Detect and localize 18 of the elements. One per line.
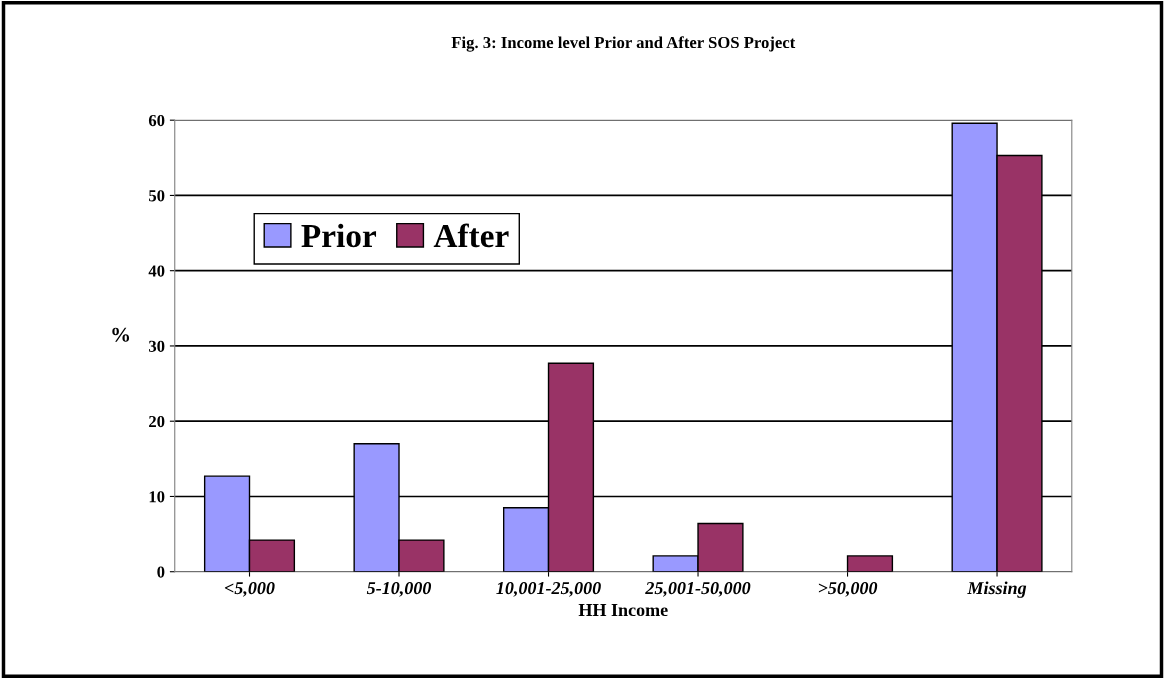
y-tick-label: 10	[149, 491, 165, 503]
y-tick-label: 30	[148, 340, 165, 352]
x-tick-label: <5,000	[224, 581, 275, 597]
chart-title: Fig. 3: Income level Prior and After SOS Project	[451, 36, 796, 52]
x-tick-label: 10,001-25,000	[496, 581, 601, 597]
x-tick-label: Missing	[967, 581, 1027, 598]
y-tick-label: 60	[148, 114, 165, 127]
y-tick-label: 20	[149, 415, 165, 428]
x-tick-label: >50,000	[818, 581, 878, 597]
legend-label: After	[433, 223, 509, 248]
x-tick-label: 5-10,000	[366, 581, 432, 597]
y-tick-label: 50	[149, 190, 165, 202]
y-tick-label: 0	[157, 566, 165, 578]
x-tick-label: 25,001-50,000	[645, 581, 751, 597]
legend-label: Prior	[301, 223, 377, 248]
y-axis-title: %	[112, 327, 130, 342]
x-axis-title: HH Income	[578, 604, 668, 617]
y-tick-label: 40	[148, 265, 165, 277]
